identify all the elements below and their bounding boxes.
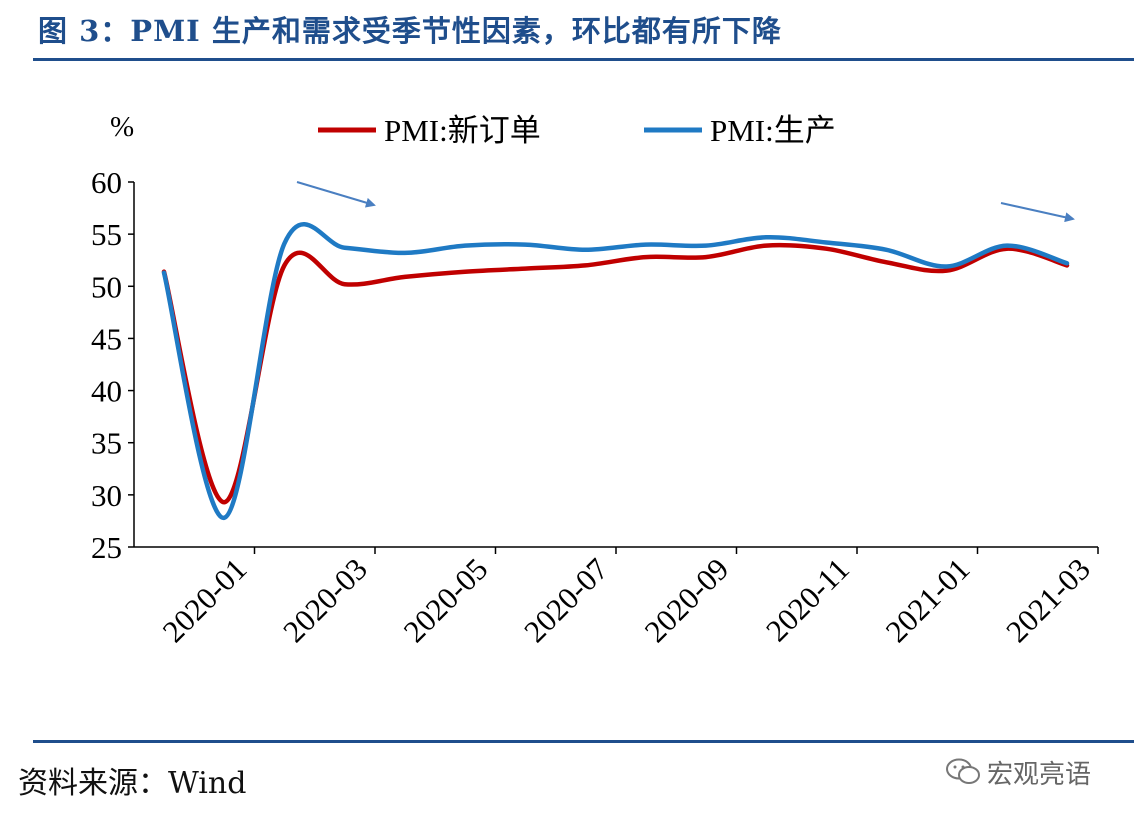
- y-tick-label: 45: [91, 321, 122, 356]
- y-tick-label: 35: [91, 426, 122, 461]
- bottom-rule: [33, 740, 1134, 743]
- x-tick-label: 2020-03: [276, 551, 374, 649]
- y-tick-label: 55: [91, 217, 122, 252]
- x-tick-label: 2021-01: [879, 551, 977, 649]
- watermark: 宏观亮语: [945, 752, 1091, 792]
- x-tick-label: 2020-11: [759, 551, 856, 648]
- legend-label: PMI:生产: [710, 113, 836, 148]
- x-tick-label: 2020-07: [517, 551, 615, 649]
- y-tick-label: 40: [91, 374, 122, 409]
- series-line-production: [161, 222, 1070, 521]
- y-tick-label: 60: [91, 165, 122, 200]
- y-tick-label: 50: [91, 269, 122, 304]
- trend-arrow-right: [1000, 202, 1075, 223]
- y-tick-label: 25: [91, 530, 122, 565]
- x-tick-label: 2021-03: [999, 551, 1097, 649]
- wechat-icon: [946, 758, 980, 784]
- x-tick-label: 2020-01: [156, 551, 254, 649]
- watermark-text: 宏观亮语: [987, 759, 1092, 790]
- legend-label: PMI:新订单: [384, 113, 541, 148]
- x-tick-label: 2020-09: [638, 551, 736, 649]
- trend-arrow-left: [296, 181, 376, 208]
- y-tick-label: 30: [91, 478, 122, 513]
- y-axis-unit: %: [110, 111, 134, 143]
- source-note: 资料来源：Wind: [18, 766, 247, 801]
- series-line-new-orders: [161, 242, 1070, 505]
- figure-title: 图 3：PMI 生产和需求受季节性因素，环比都有所下降: [38, 14, 782, 48]
- x-tick-label: 2020-05: [397, 551, 495, 649]
- top-rule: [33, 58, 1134, 61]
